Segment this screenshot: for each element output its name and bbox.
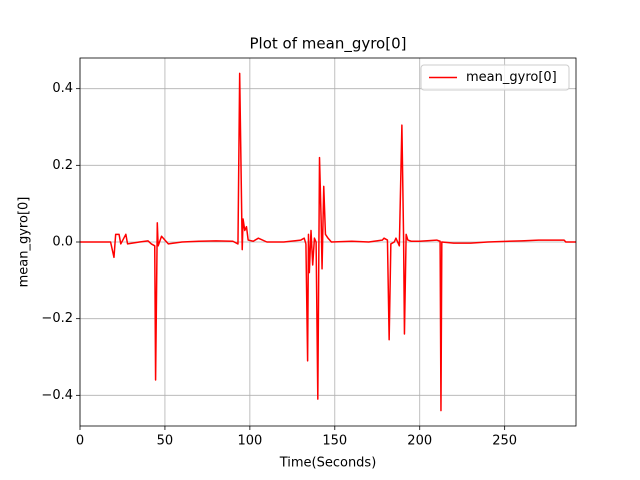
x-tick-label: 150 <box>322 434 347 449</box>
legend: mean_gyro[0] <box>420 64 570 91</box>
x-tick-label: 100 <box>237 434 262 449</box>
legend-box <box>420 64 570 91</box>
y-tick-label: 0.0 <box>52 235 73 250</box>
data-line <box>80 72 576 412</box>
chart-title: Plot of mean_gyro[0] <box>250 35 407 54</box>
x-axis-label: Time(Seconds) <box>279 456 377 471</box>
ticks: 0 50 100 150 200 250 −0.4 −0.2 0.0 0.2 0.4 <box>41 81 517 448</box>
y-tick-label: 0.2 <box>52 158 73 173</box>
y-tick-label: −0.4 <box>41 388 73 403</box>
y-tick-label: 0.4 <box>52 81 73 96</box>
legend-label: mean_gyro[0] <box>466 70 557 85</box>
plot-area <box>80 72 576 412</box>
x-tick-label: 50 <box>157 434 174 449</box>
y-tick-label: −0.2 <box>41 311 73 326</box>
x-tick-label: 200 <box>407 434 432 449</box>
x-tick-label: 0 <box>76 434 84 449</box>
x-tick-label: 250 <box>492 434 517 449</box>
y-axis-label: mean_gyro[0] <box>17 197 32 288</box>
